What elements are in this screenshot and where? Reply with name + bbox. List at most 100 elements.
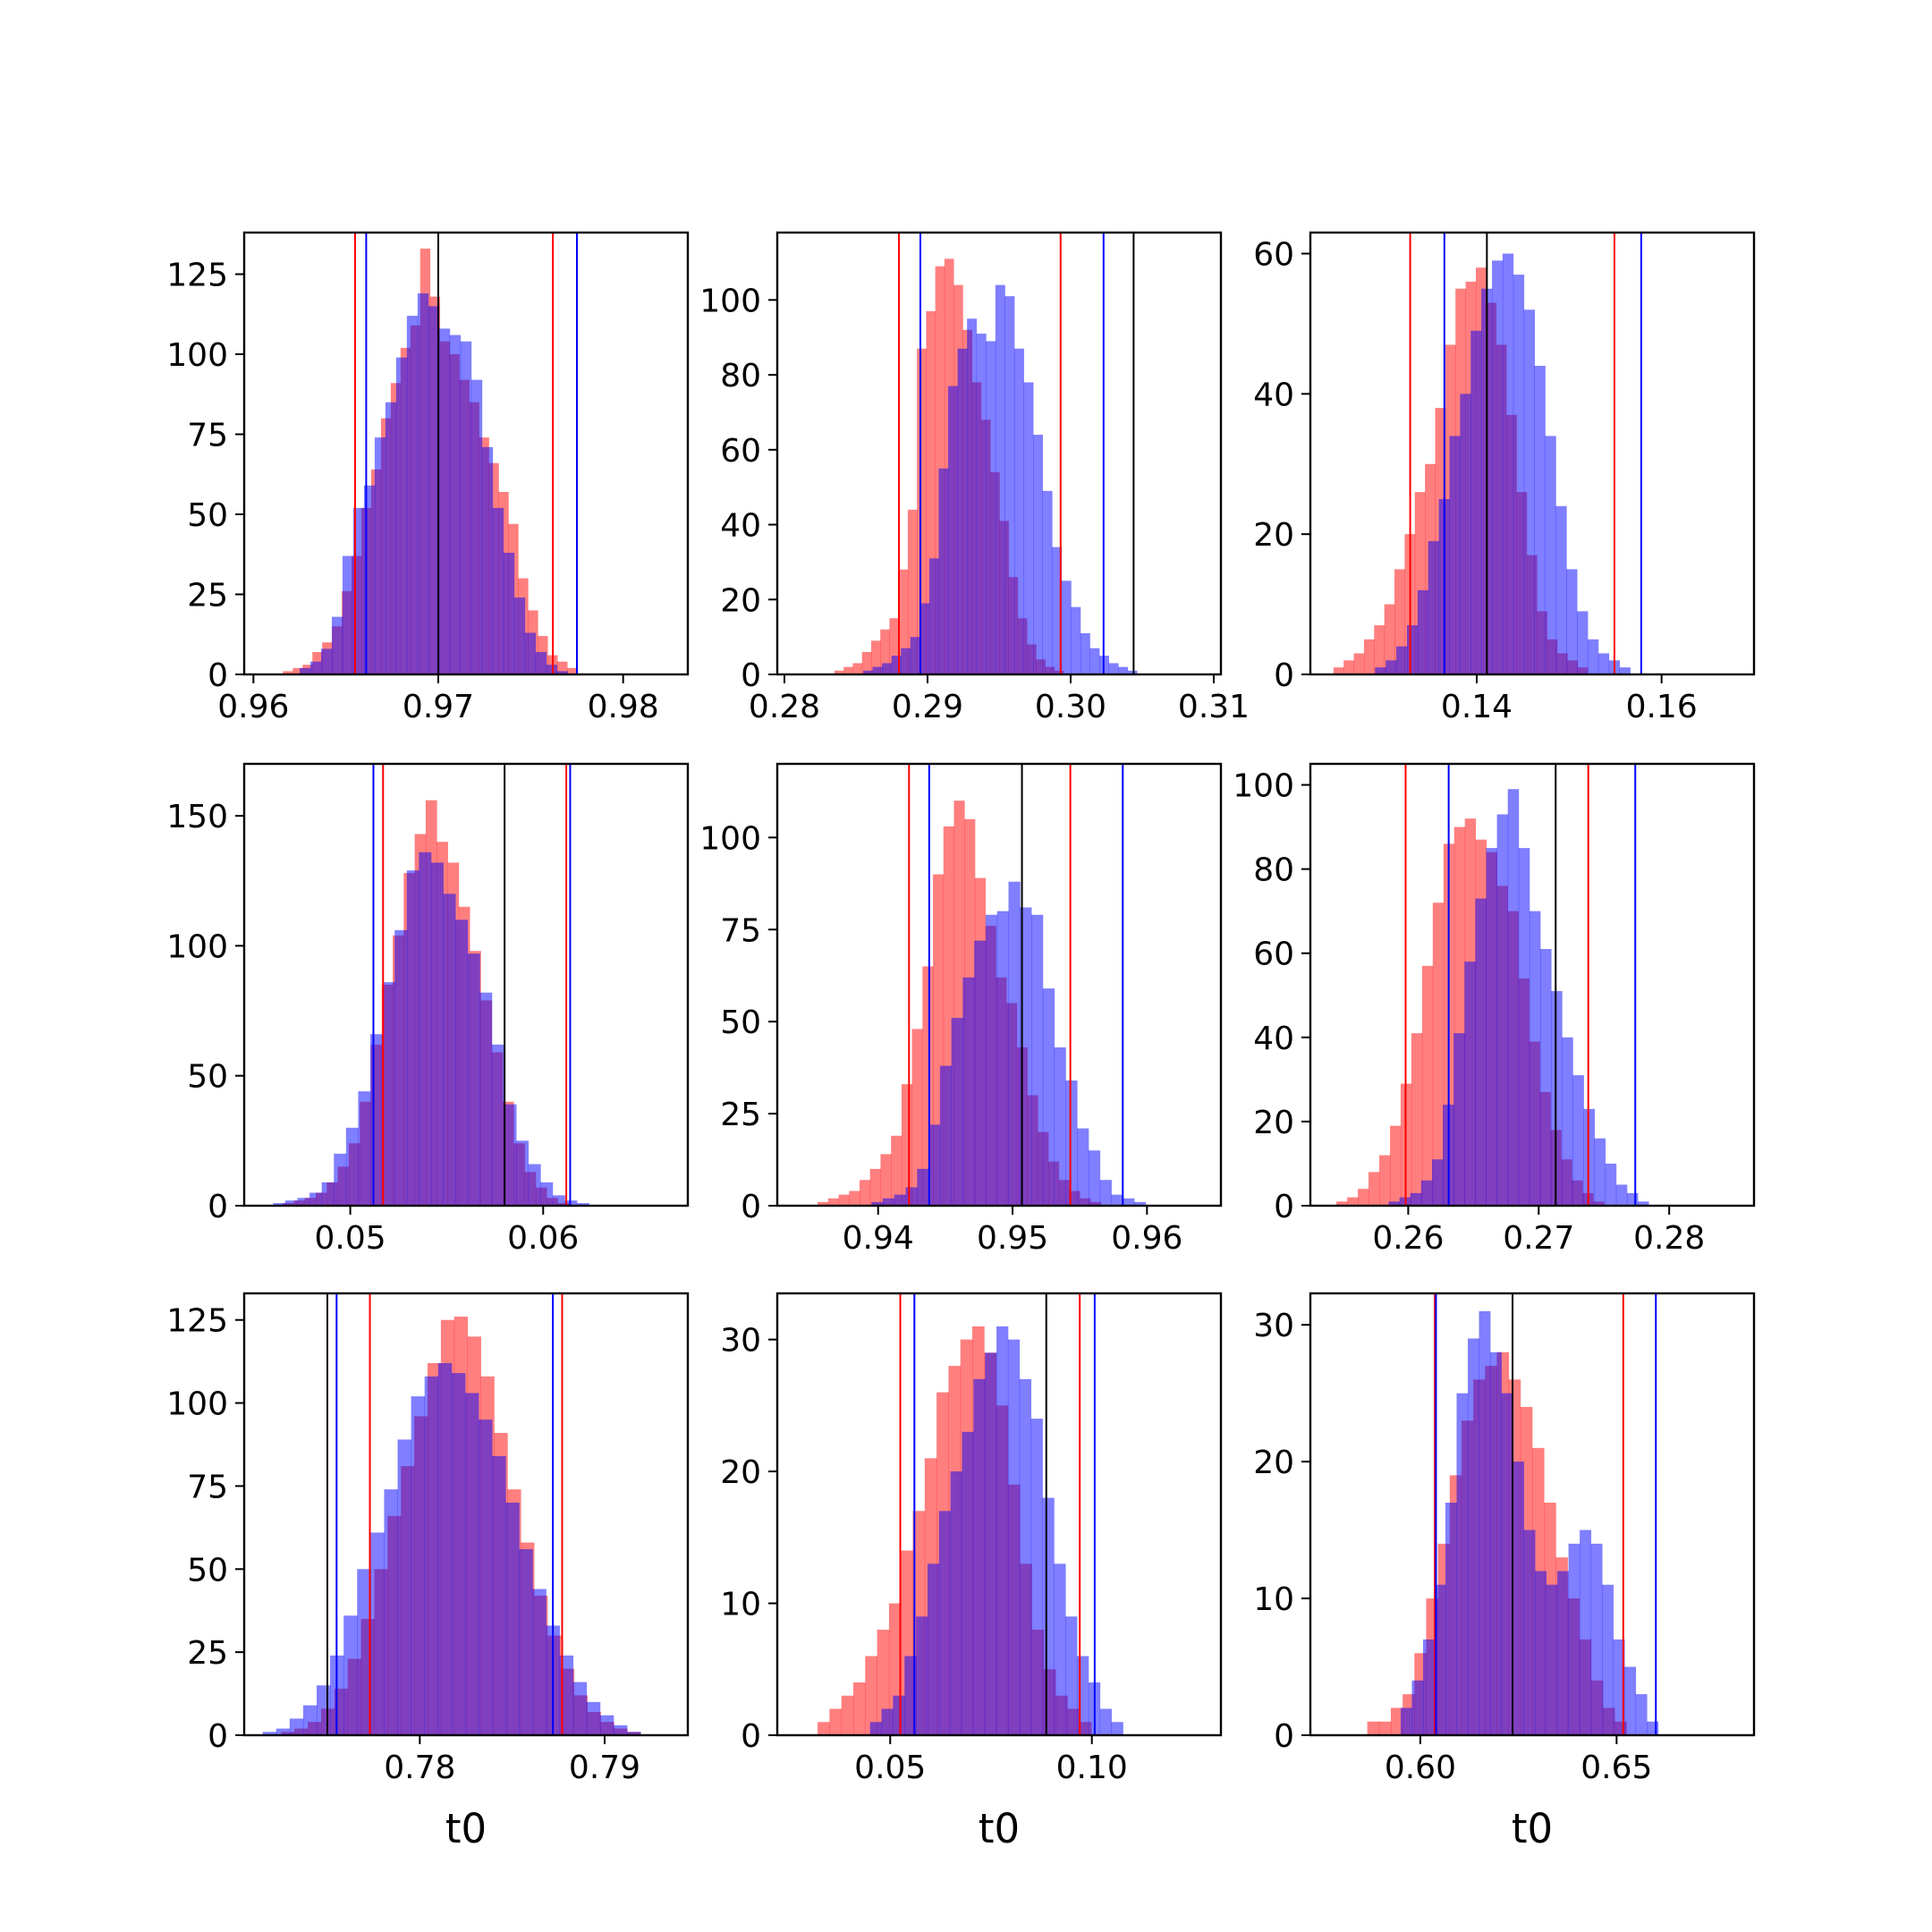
y-tick-label: 25 [720,1097,761,1133]
y-tick-label: 30 [720,1323,761,1360]
histogram-bar-red [818,1201,829,1206]
x-tick-label: 0.28 [749,689,820,725]
histogram-bar-blue [1583,1108,1595,1206]
histogram-bar-blue [916,1616,928,1735]
y-tick-label: 100 [166,337,228,374]
x-axis-label: t0 [979,1805,1020,1852]
histogram-bar-blue [1385,660,1397,674]
histogram-bar-blue [370,1034,384,1206]
histogram-bar-blue [1042,988,1055,1206]
histogram-bar-blue [893,1695,905,1735]
histogram-bar-blue [1411,1680,1424,1735]
histogram-bar-blue [546,665,558,674]
histogram-bar-red [1358,1189,1369,1206]
y-tick-label: 0 [208,1718,228,1755]
histogram-bar-red [827,1198,839,1206]
histogram-bar-blue [985,1352,997,1735]
x-tick-label: 0.06 [507,1220,579,1257]
histogram-bar-blue [1099,1180,1112,1206]
histogram-bar-blue [1464,962,1476,1206]
histogram-bar-blue [577,1203,589,1206]
histogram-bar-blue [504,1104,517,1206]
histogram-bar-blue [976,334,987,674]
histogram-bar-blue [1065,1616,1078,1735]
histogram-bar-red [861,651,872,674]
axes-frame [242,762,690,1208]
histogram-bar-red [870,640,881,674]
y-tick-label: 40 [1253,1021,1294,1057]
plot-area [835,233,1138,674]
subplot-2: 0.28 0.29 0.30 0.31 0 20 40 60 80 100 [699,231,1250,725]
histogram-bar-blue [342,555,354,674]
histogram-bar-blue [996,1326,1009,1735]
histogram-bar-blue [1108,663,1119,674]
histogram-bar-red [1414,492,1426,674]
y-tick-label: 150 [166,799,228,835]
y-tick-label: 100 [1233,768,1294,805]
histogram-bar-blue [1475,898,1487,1206]
histogram-bar-blue [1496,814,1509,1206]
histogram-bar-blue [1613,1639,1625,1735]
histogram-bar-blue [957,348,968,674]
histogram-bar-red [835,670,844,674]
histogram-bar-blue [352,507,365,674]
histogram-bar-red [838,1194,850,1206]
x-tick-label: 0.14 [1441,689,1513,725]
y-tick-label: 75 [187,418,228,454]
histogram-bar-blue [938,1511,952,1735]
histogram-bar-blue [938,468,949,674]
histogram-bar-blue [1445,1503,1457,1735]
histogram-bar-blue [973,1378,986,1735]
histogram-bar-blue [962,1431,974,1735]
histogram-bar-blue [424,1376,439,1735]
histogram-bar-blue [394,929,408,1206]
histogram-bar-red [843,666,853,674]
histogram-bar-blue [370,1532,385,1735]
histogram-bar-red [1421,965,1434,1206]
y-tick-label: 125 [166,1303,228,1340]
histogram-bar-blue [1523,309,1535,674]
histogram-blue [1388,789,1649,1206]
histogram-bar-blue [385,402,397,674]
histogram-bar-blue [995,284,1005,674]
histogram-bar-blue [419,852,432,1206]
y-tick-label: 30 [1253,1308,1294,1344]
x-tick-label: 0.60 [1385,1750,1456,1786]
histogram-bar-blue [470,379,483,674]
y-tick-label: 100 [699,283,761,319]
histogram-bar-blue [1013,348,1024,674]
plot-area [818,1293,1123,1735]
y-tick-label: 10 [720,1587,761,1623]
y-tick-label: 0 [1274,1718,1294,1755]
histogram-bar-blue [1557,1571,1569,1735]
histogram-bar-blue [309,1192,323,1206]
histogram-bar-blue [613,1724,628,1735]
histogram-bar-blue [384,1489,398,1735]
histogram-bar-blue [552,1195,565,1206]
histogram-bar-blue [928,558,939,674]
histogram-bar-red [1336,1201,1348,1206]
histogram-bar-blue [481,446,494,674]
histogram-bar-blue [1555,505,1567,674]
histogram-bar-blue [1089,648,1100,674]
axes-frame [1309,231,1756,676]
histogram-bar-blue [1638,1201,1649,1206]
histogram-bar-blue [1562,1037,1573,1206]
histogram-bar-red [1367,1721,1380,1735]
histogram-bar-blue [919,603,930,674]
histogram-bar-blue [1453,1033,1465,1206]
histogram-bar-red [907,509,918,674]
axes-frame [775,1292,1223,1737]
histogram-bar-blue [1460,394,1471,674]
y-tick-label: 20 [1253,1445,1294,1481]
histogram-bar-red [1389,1125,1402,1206]
plot-area [818,764,1147,1206]
y-tick-label: 0 [741,657,761,694]
histogram-bar-blue [996,911,1009,1206]
histogram-bar-blue [1546,1584,1558,1735]
histogram-bar-blue [1597,653,1610,674]
x-tick-label: 0.26 [1372,1220,1444,1257]
histogram-bar-blue [535,651,547,674]
histogram-bar-blue [358,1091,371,1206]
y-tick-label: 25 [187,1635,228,1672]
